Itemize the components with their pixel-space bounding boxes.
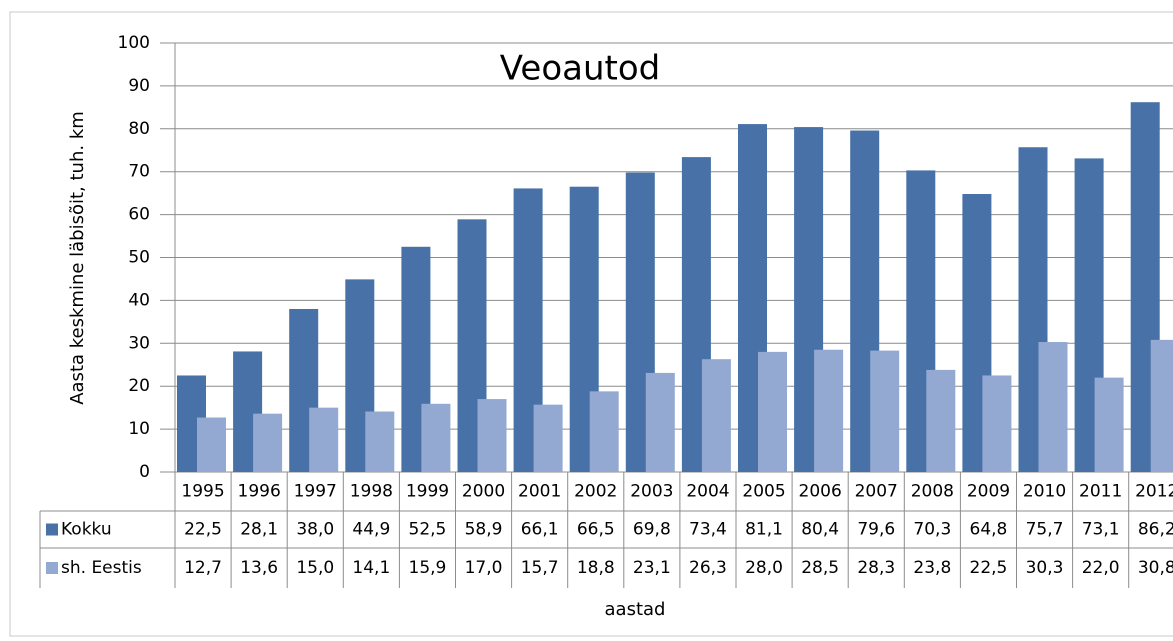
data-label: 22,0 [1082,558,1120,578]
x-tick-label: 2002 [574,482,617,502]
data-label: 69,8 [633,520,671,540]
bar [645,372,675,472]
bar [477,399,507,472]
bar [1094,377,1124,472]
data-label: 15,9 [409,558,447,578]
bar [197,417,226,472]
data-label: 22,5 [184,520,222,540]
x-tick-label: 2007 [855,482,898,502]
y-tick-label: 40 [128,290,150,310]
bar [421,403,451,472]
data-label: 81,1 [745,520,783,540]
bar [701,359,731,472]
x-tick-label: 2010 [1023,482,1066,502]
x-tick-label: 2005 [742,482,785,502]
data-label: 79,6 [857,520,895,540]
bar [1038,342,1068,472]
x-tick-label: 2001 [518,482,561,502]
y-axis-title: Aasta keskmine läbisõit, tuh. km [67,111,88,405]
data-label: 22,5 [970,558,1008,578]
chart-frame [9,11,1173,637]
y-tick-label: 30 [128,333,150,353]
data-label: 15,0 [296,558,334,578]
data-label: 44,9 [352,520,390,540]
x-tick-label: 2009 [967,482,1010,502]
data-label: 26,3 [689,558,727,578]
x-tick-label: 2000 [462,482,505,502]
legend-label: sh. Eestis [61,558,142,578]
x-tick-label: 1996 [238,482,281,502]
y-tick-label: 0 [139,462,150,482]
x-tick-label: 2011 [1079,482,1122,502]
data-label: 30,3 [1026,558,1064,578]
data-label: 17,0 [465,558,503,578]
bar [982,375,1012,472]
bar [533,404,563,472]
data-label: 58,9 [465,520,503,540]
y-tick-label: 100 [118,33,150,53]
data-label: 66,5 [577,520,615,540]
data-label: 28,5 [801,558,839,578]
x-axis-title: aastad [605,599,666,620]
data-label: 23,8 [913,558,951,578]
data-label: 28,1 [240,520,278,540]
data-label: 28,3 [857,558,895,578]
bar [870,350,900,472]
y-tick-label: 70 [128,162,150,182]
data-label: 28,0 [745,558,783,578]
data-label: 12,7 [184,558,222,578]
y-tick-label: 20 [128,376,150,396]
x-tick-label: 1997 [294,482,337,502]
x-tick-label: 2004 [686,482,729,502]
data-label: 30,8 [1138,558,1173,578]
bar [1150,339,1173,472]
chart-title: Veoautod [500,49,660,89]
bar [926,369,956,472]
y-tick-label: 10 [128,419,150,439]
data-label: 64,8 [970,520,1008,540]
bar [589,391,619,472]
data-label: 38,0 [296,520,334,540]
x-tick-label: 2006 [799,482,842,502]
y-tick-label: 90 [128,76,150,96]
x-tick-label: 1995 [181,482,224,502]
legend-swatch [46,523,58,536]
x-tick-label: 1999 [406,482,449,502]
bar [253,413,283,472]
data-label: 14,1 [352,558,390,578]
data-label: 70,3 [913,520,951,540]
bar [814,349,844,472]
bar [758,351,787,472]
y-tick-label: 60 [128,205,150,225]
data-label: 75,7 [1026,520,1064,540]
data-label: 80,4 [801,520,839,540]
legend-swatch [46,562,58,574]
bar [309,407,339,472]
data-label: 15,7 [521,558,559,578]
data-label: 13,6 [240,558,278,578]
data-label: 23,1 [633,558,671,578]
y-tick-label: 50 [128,248,150,268]
data-label: 86,2 [1138,520,1173,540]
x-tick-label: 2003 [630,482,673,502]
bar [365,411,395,472]
y-tick-label: 80 [128,119,150,139]
data-label: 52,5 [409,520,447,540]
data-label: 73,4 [689,520,727,540]
x-tick-label: 2008 [911,482,954,502]
legend-label: Kokku [61,520,112,540]
data-label: 73,1 [1082,520,1120,540]
x-tick-label: 2012 [1135,482,1173,502]
data-label: 18,8 [577,558,615,578]
x-tick-label: 1998 [350,482,393,502]
data-label: 66,1 [521,520,559,540]
